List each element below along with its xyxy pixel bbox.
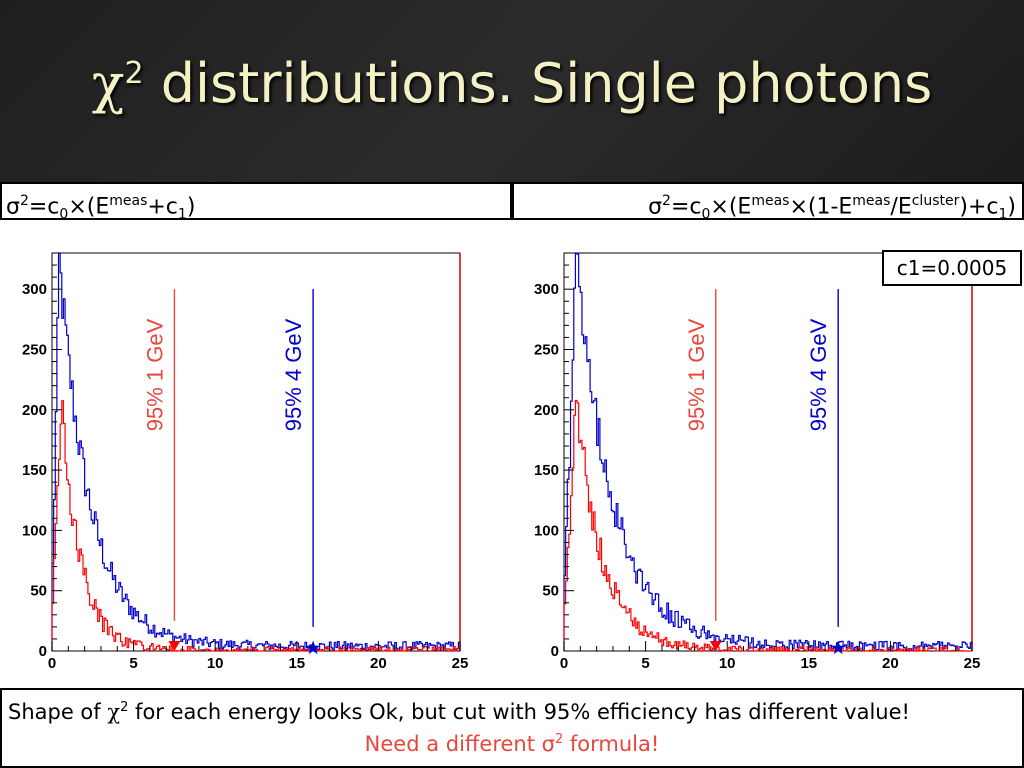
y-tick-label: 50	[542, 583, 559, 600]
y-tick-label: 300	[534, 281, 559, 298]
formula-sub: 1	[998, 206, 1008, 223]
formula-left-box: σ2=c0×(Emeas+c1)	[0, 182, 512, 223]
formula-sup: 2	[662, 193, 671, 209]
cut-marker-triangle	[168, 641, 181, 651]
y-tick-label: 50	[30, 583, 47, 600]
formula-right-box: σ2=c0×(Emeas×(1-Emeas/Ecluster)+c1)	[512, 182, 1024, 223]
plot-frame	[563, 252, 973, 652]
plot-frame	[51, 252, 461, 652]
title-superscript: 2	[124, 56, 144, 91]
histogram-series-blue	[563, 252, 973, 652]
cut-label-blue: 95% 4 GeV	[806, 318, 831, 431]
caption-box: Shape of χ2 for each energy looks Ok, bu…	[0, 688, 1024, 768]
caption-line2: Need a different σ2 formula!	[2, 732, 1022, 756]
x-tick-label: 15	[288, 655, 305, 672]
caption-sup: 2	[554, 732, 564, 747]
x-tick-label: 5	[641, 655, 649, 672]
x-tick-label: 5	[129, 655, 137, 672]
x-tick-label: 10	[719, 655, 736, 672]
formula-text: ×(E	[710, 194, 752, 220]
cut-label-blue: 95% 4 GeV	[281, 318, 306, 431]
formula-text: σ	[648, 194, 663, 220]
x-tick-label: 10	[207, 655, 224, 672]
c1-label-box: c1=0.0005	[882, 250, 1022, 286]
formula-sub: 0	[59, 206, 69, 223]
formula-sup: meas	[109, 193, 148, 209]
x-tick-label: 25	[452, 655, 469, 672]
caption-text: Shape of	[8, 700, 108, 724]
y-tick-label: 300	[22, 281, 47, 298]
x-tick-label: 20	[370, 655, 387, 672]
formula-sub: 1	[177, 206, 187, 223]
formula-sup: meas	[751, 193, 790, 209]
histogram-series-red	[51, 400, 461, 652]
formula-text: +c	[147, 194, 178, 220]
caption-chi: χ	[107, 700, 121, 724]
formula-sup: cluster	[911, 193, 960, 209]
formula-text: )+c	[959, 194, 999, 220]
caption-text: for each energy looks Ok, but cut with 9…	[128, 700, 910, 724]
formula-text: )	[186, 194, 196, 220]
y-tick-label: 250	[22, 341, 47, 358]
cut-marker-star	[831, 640, 846, 655]
histogram-series-red	[563, 399, 972, 652]
title-text: distributions. Single photons	[143, 52, 933, 115]
cut-marker-star	[306, 640, 321, 655]
chi-symbol: χ	[91, 52, 125, 115]
histogram-series-blue	[51, 252, 461, 652]
formula-text: /E	[890, 194, 912, 220]
formula-sup: meas	[852, 193, 891, 209]
y-tick-label: 0	[39, 643, 47, 660]
y-tick-label: 150	[22, 462, 47, 479]
x-tick-label: 20	[882, 655, 899, 672]
formula-text: σ	[6, 194, 20, 220]
x-tick-label: 0	[48, 655, 56, 672]
cut-label-red: 95% 1 GeV	[684, 318, 709, 431]
caption-sup: 2	[120, 700, 129, 715]
y-tick-label: 0	[551, 643, 559, 660]
caption-text: formula!	[563, 732, 660, 756]
formula-text: =c	[28, 194, 60, 220]
formula-text: ×(1-E	[789, 194, 853, 220]
y-tick-label: 200	[534, 402, 559, 419]
x-tick-label: 0	[560, 655, 568, 672]
caption-line1: Shape of χ2 for each energy looks Ok, bu…	[8, 700, 910, 724]
formula-sub: 0	[701, 206, 711, 223]
formula-text: =c	[670, 194, 702, 220]
cut-marker-triangle	[709, 641, 722, 651]
cut-label-red: 95% 1 GeV	[142, 318, 167, 431]
caption-text: Need a different σ	[364, 732, 555, 756]
y-tick-label: 100	[534, 522, 559, 539]
y-tick-label: 150	[534, 462, 559, 479]
slide-title: χ2 distributions. Single photons	[0, 52, 1024, 115]
formula-text: )	[1007, 194, 1016, 220]
y-tick-label: 250	[534, 341, 559, 358]
x-tick-label: 25	[964, 655, 981, 672]
formula-sup: 2	[19, 193, 29, 209]
slide-header: χ2 distributions. Single photons	[0, 0, 1024, 182]
x-tick-label: 15	[800, 655, 817, 672]
y-tick-label: 200	[22, 402, 47, 419]
y-tick-label: 100	[22, 522, 47, 539]
formula-text: ×(E	[68, 194, 110, 220]
